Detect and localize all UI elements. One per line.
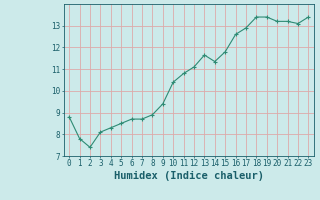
X-axis label: Humidex (Indice chaleur): Humidex (Indice chaleur) bbox=[114, 171, 264, 181]
